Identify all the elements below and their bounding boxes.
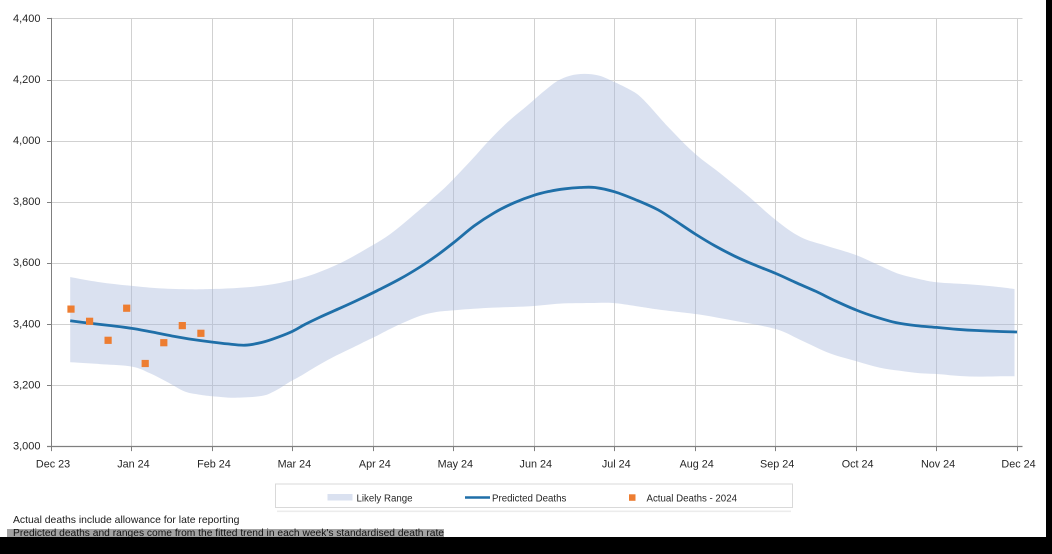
svg-text:Feb 24: Feb 24 <box>197 459 231 471</box>
svg-text:3,000: 3,000 <box>13 441 41 453</box>
svg-text:4,400: 4,400 <box>13 13 41 25</box>
svg-text:Aug 24: Aug 24 <box>680 459 714 471</box>
svg-text:3,200: 3,200 <box>13 379 41 391</box>
svg-text:Predicted Deaths: Predicted Deaths <box>492 494 566 505</box>
svg-text:Dec 24: Dec 24 <box>1001 459 1035 471</box>
svg-text:4,000: 4,000 <box>13 135 41 147</box>
svg-text:Dec 23: Dec 23 <box>36 459 70 471</box>
svg-text:3,800: 3,800 <box>13 196 41 208</box>
svg-text:Likely Range: Likely Range <box>357 494 413 505</box>
svg-text:3,600: 3,600 <box>13 257 41 269</box>
svg-text:3,400: 3,400 <box>13 318 41 330</box>
svg-text:May 24: May 24 <box>438 459 473 471</box>
svg-text:Jan 24: Jan 24 <box>117 459 149 471</box>
svg-text:Actual Deaths - 2024: Actual Deaths - 2024 <box>647 494 738 505</box>
svg-text:Jun 24: Jun 24 <box>520 459 552 471</box>
svg-text:Jul 24: Jul 24 <box>602 459 631 471</box>
svg-text:Nov 24: Nov 24 <box>921 459 955 471</box>
svg-text:Oct 24: Oct 24 <box>842 459 874 471</box>
svg-text:Mar 24: Mar 24 <box>278 459 312 471</box>
svg-text:4,200: 4,200 <box>13 74 41 86</box>
svg-text:Apr 24: Apr 24 <box>359 459 391 471</box>
svg-text:Sep 24: Sep 24 <box>760 459 794 471</box>
